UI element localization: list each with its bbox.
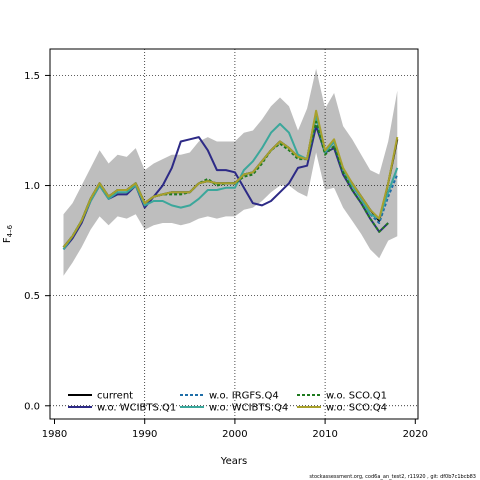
footer-credit: stockassessment.org, cod6a_an_test2, r11… <box>309 474 476 480</box>
y-axis: 0.0 0.5 1.0 1.5 <box>24 71 51 412</box>
confidence-band-layer <box>63 68 398 276</box>
y-tick-label-1: 0.5 <box>24 291 40 302</box>
legend-label-1: w.o. WCIBTS.Q1 <box>97 403 176 414</box>
legend-label-3: w.o. WCIBTS.Q4 <box>209 403 288 414</box>
y-axis-title: F4–6 <box>2 224 14 243</box>
grid-layer <box>50 49 418 419</box>
x-tick-label-2020: 2020 <box>403 429 428 440</box>
y-axis-title-main: F <box>2 237 13 243</box>
x-axis-title: Years <box>220 456 247 467</box>
legend-label-5: w.o. SCO.Q4 <box>326 403 387 414</box>
x-tick-label-1990: 1990 <box>132 429 157 440</box>
y-tick-label-2: 1.0 <box>24 181 40 192</box>
series-line-5 <box>62 109 399 248</box>
legend-label-2: w.o. IRGFS.Q4 <box>209 391 279 402</box>
y-tick-label-3: 1.5 <box>24 71 40 82</box>
series-layer <box>62 109 399 251</box>
y-tick-label-0: 0.0 <box>24 401 40 412</box>
y-axis-title-subscript: 4–6 <box>6 224 14 237</box>
x-tick-label-2000: 2000 <box>222 429 247 440</box>
confidence-band <box>63 68 398 276</box>
x-tick-label-2010: 2010 <box>312 429 337 440</box>
x-tick-label-1980: 1980 <box>42 429 67 440</box>
legend-label-0: current <box>97 391 133 402</box>
x-axis: 1980 1990 2000 2010 2020 <box>42 418 428 440</box>
legend-label-4: w.o. SCO.Q1 <box>326 391 387 402</box>
